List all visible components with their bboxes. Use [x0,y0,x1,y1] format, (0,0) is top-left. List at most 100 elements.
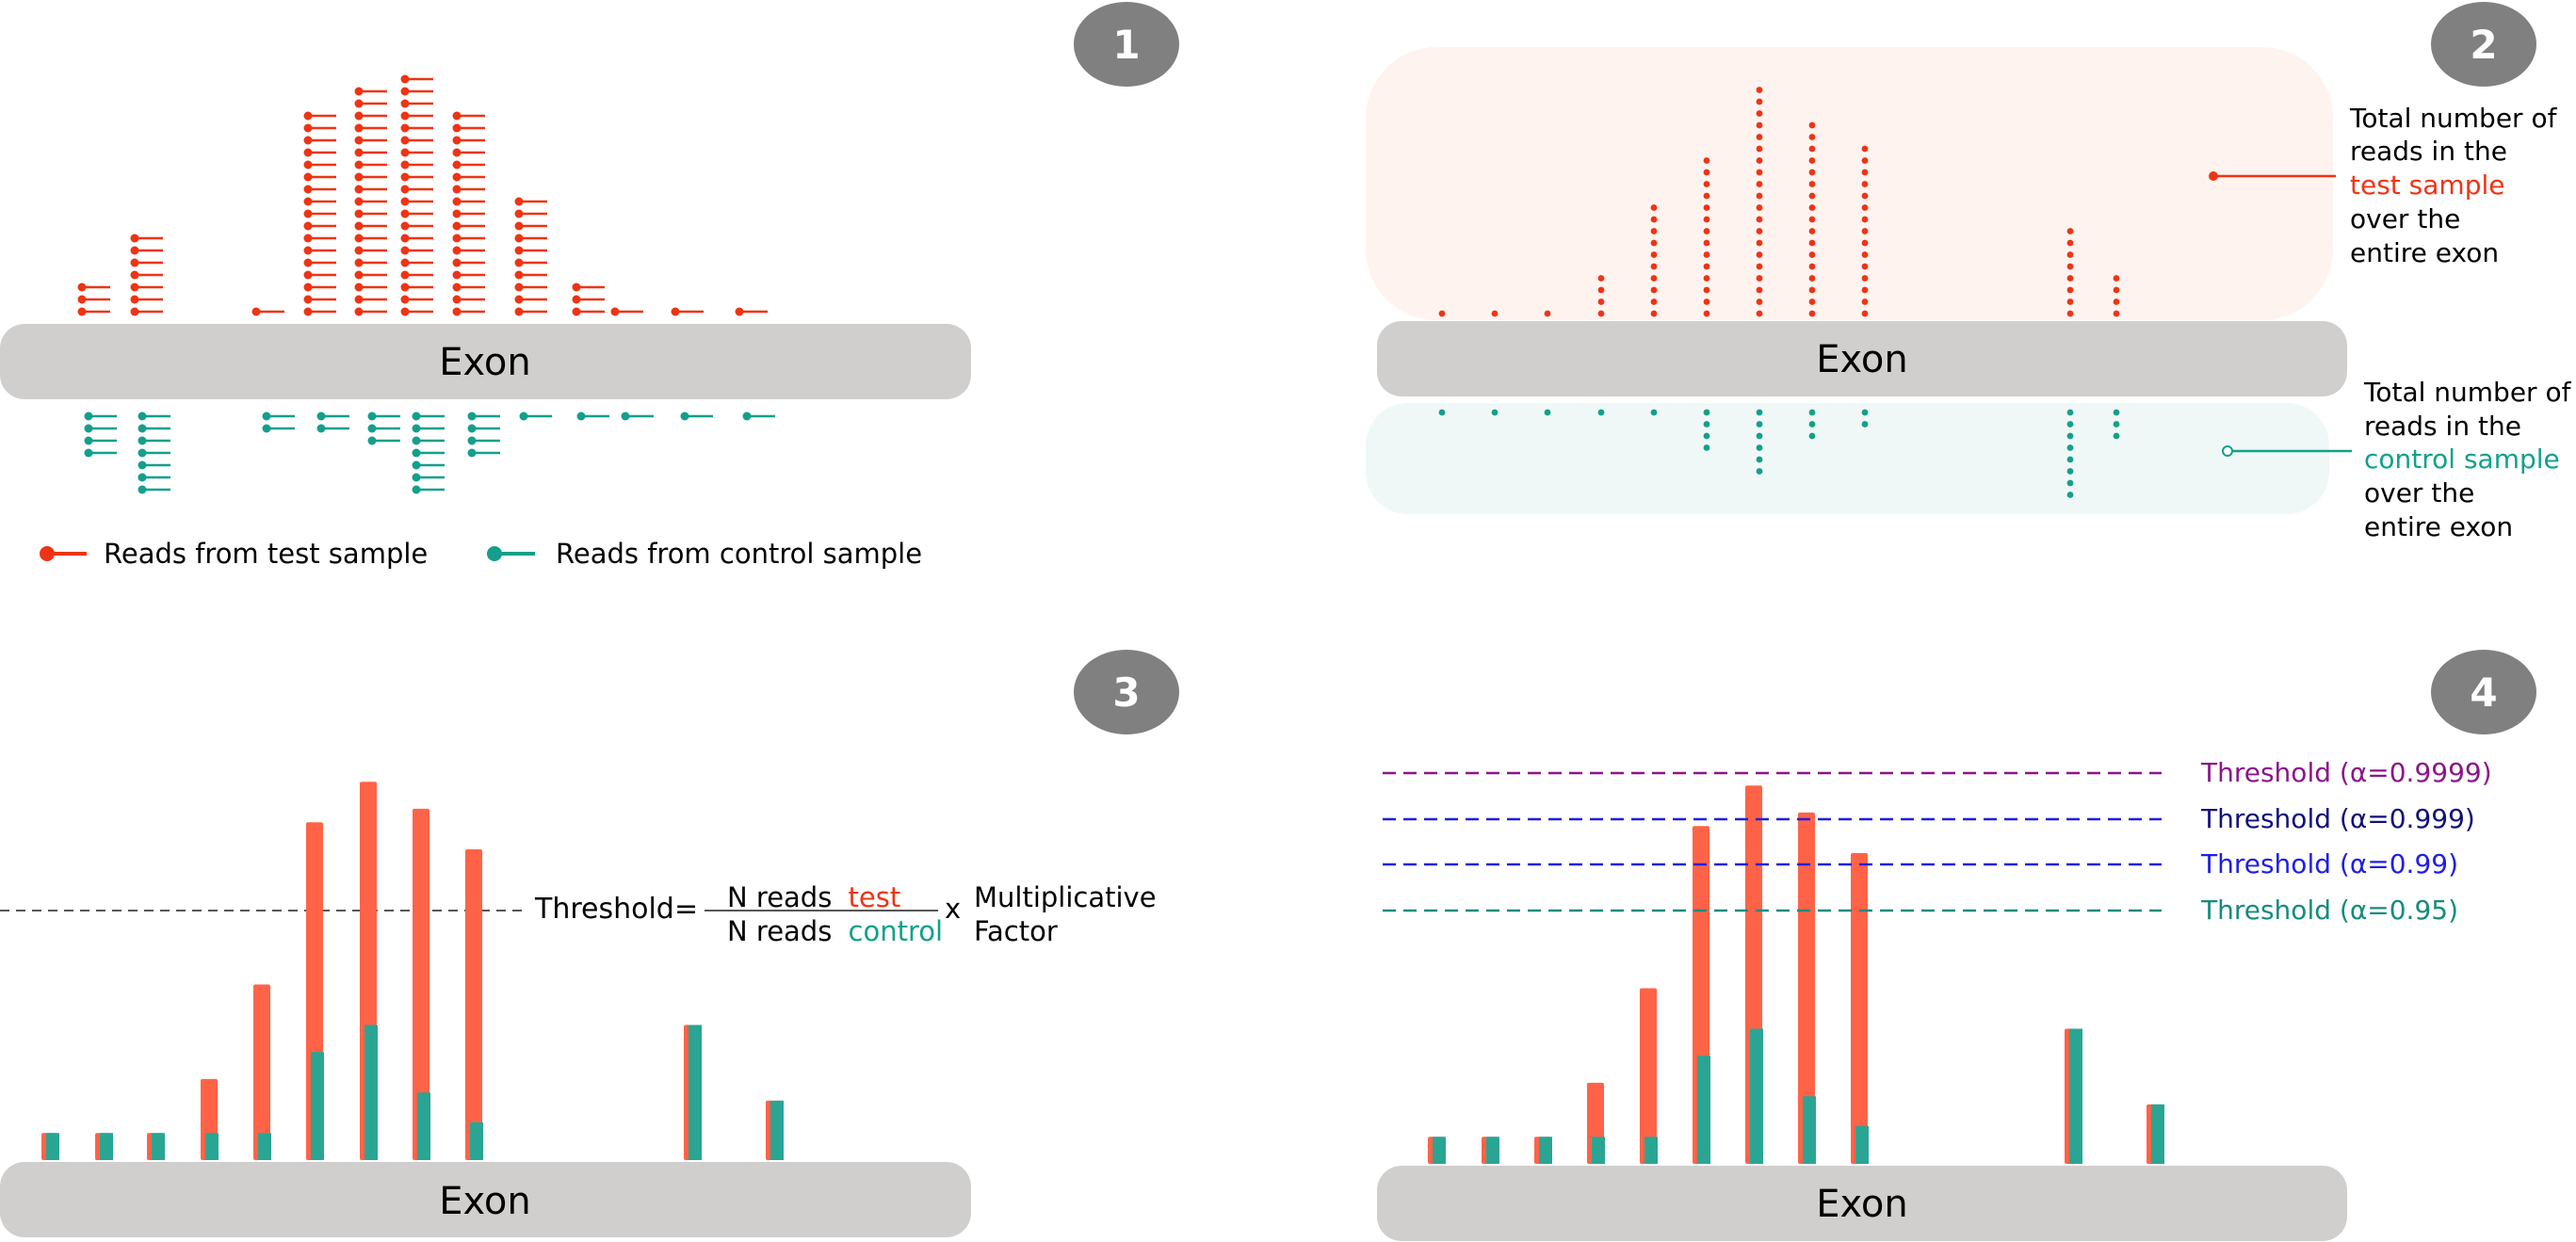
control-bar [770,1100,784,1160]
test-read [671,307,704,316]
test-dot [1756,181,1763,187]
test-dot [1808,192,1816,200]
test-dot [1808,310,1816,317]
test-sample-band [1366,47,2333,320]
test-read [303,172,336,182]
test-dot [1808,286,1816,294]
panel-number-4: 4 [2470,669,2497,716]
control-read [138,473,170,482]
control-bar [46,1133,59,1160]
control-dots-group [1438,409,2120,498]
test-read [400,221,433,231]
test-read [303,307,336,316]
control-dot [1703,444,1710,451]
control-dot [1861,409,1869,416]
factor-line-2: Factor [974,915,1058,947]
test-read [303,246,336,255]
control-read [84,448,117,458]
control-read [316,424,349,433]
test-read [452,282,485,292]
test-read [452,185,485,194]
threshold-label-95: Threshold (α=0.95) [2200,895,2458,926]
test-read [400,209,433,218]
test-dot [1808,216,1816,223]
test-read [130,234,163,243]
threshold-label-999: Threshold (α=0.999) [2200,803,2475,834]
test-read [514,295,547,304]
test-dot [2113,275,2120,282]
test-dot [1861,310,1869,317]
test-note: Total number of reads in the test sample… [2349,103,2565,268]
test-dot [1756,134,1763,140]
test-dot [1808,275,1816,282]
test-read [130,246,163,255]
control-read [519,411,552,421]
test-read [400,111,433,121]
test-read [400,172,433,182]
control-dot [2113,421,2120,427]
panel-badge-3: 3 [1074,650,1179,734]
test-read [303,209,336,218]
panel-number-2: 2 [2470,22,2497,68]
control-read [467,424,500,433]
test-dot [2066,239,2074,247]
control-dot [1808,432,1816,440]
test-read [572,295,605,304]
control-dot [1756,409,1763,416]
control-bar [689,1024,702,1160]
control-read [742,411,775,421]
test-read [452,221,485,231]
control-bar [417,1092,430,1160]
test-dot [1756,286,1763,294]
test-dot [1861,157,1869,164]
test-dot [1808,298,1816,305]
test-dot [1756,298,1763,305]
exon-bar-4 [1377,1166,2347,1241]
control-read [367,424,400,433]
test-read [400,185,433,194]
control-bar [152,1133,165,1160]
test-bar [1798,812,1815,1164]
test-read [354,136,387,145]
test-dot [1861,204,1869,211]
test-read [354,307,387,316]
test-dot [1756,310,1763,317]
test-dot [1756,121,1763,129]
test-dot [1544,310,1551,317]
control-read [84,436,117,445]
test-dot [1703,310,1710,317]
test-dot [1703,216,1710,223]
test-read [354,270,387,280]
control-bar [2151,1104,2164,1164]
test-read [303,282,336,292]
test-dot [1861,145,1869,153]
control-dot [1438,409,1446,416]
control-note-line-2: reads in the [2364,411,2521,442]
control-read [467,411,500,421]
test-bar [413,808,429,1160]
test-dot [1808,263,1816,270]
control-bar [258,1133,271,1160]
test-read [400,148,433,157]
test-dot [1703,298,1710,305]
test-read [452,111,485,121]
threshold-label-9999: Threshold (α=0.9999) [2200,757,2492,788]
test-read [354,148,387,157]
test-read [452,234,485,243]
test-read [130,307,163,316]
test-read [354,185,387,194]
control-read [262,411,295,421]
control-bar [365,1024,378,1160]
control-dot [1756,432,1763,440]
test-dot [1861,251,1869,258]
test-read [514,197,547,206]
denominator-highlight: control [849,915,944,947]
test-read [400,99,433,108]
control-read [84,424,117,433]
test-dot [1756,251,1763,258]
test-dot [1808,157,1816,164]
exon-bar-3 [0,1162,971,1237]
control-read [84,411,117,421]
test-dot [1597,286,1605,294]
control-read [138,424,170,433]
